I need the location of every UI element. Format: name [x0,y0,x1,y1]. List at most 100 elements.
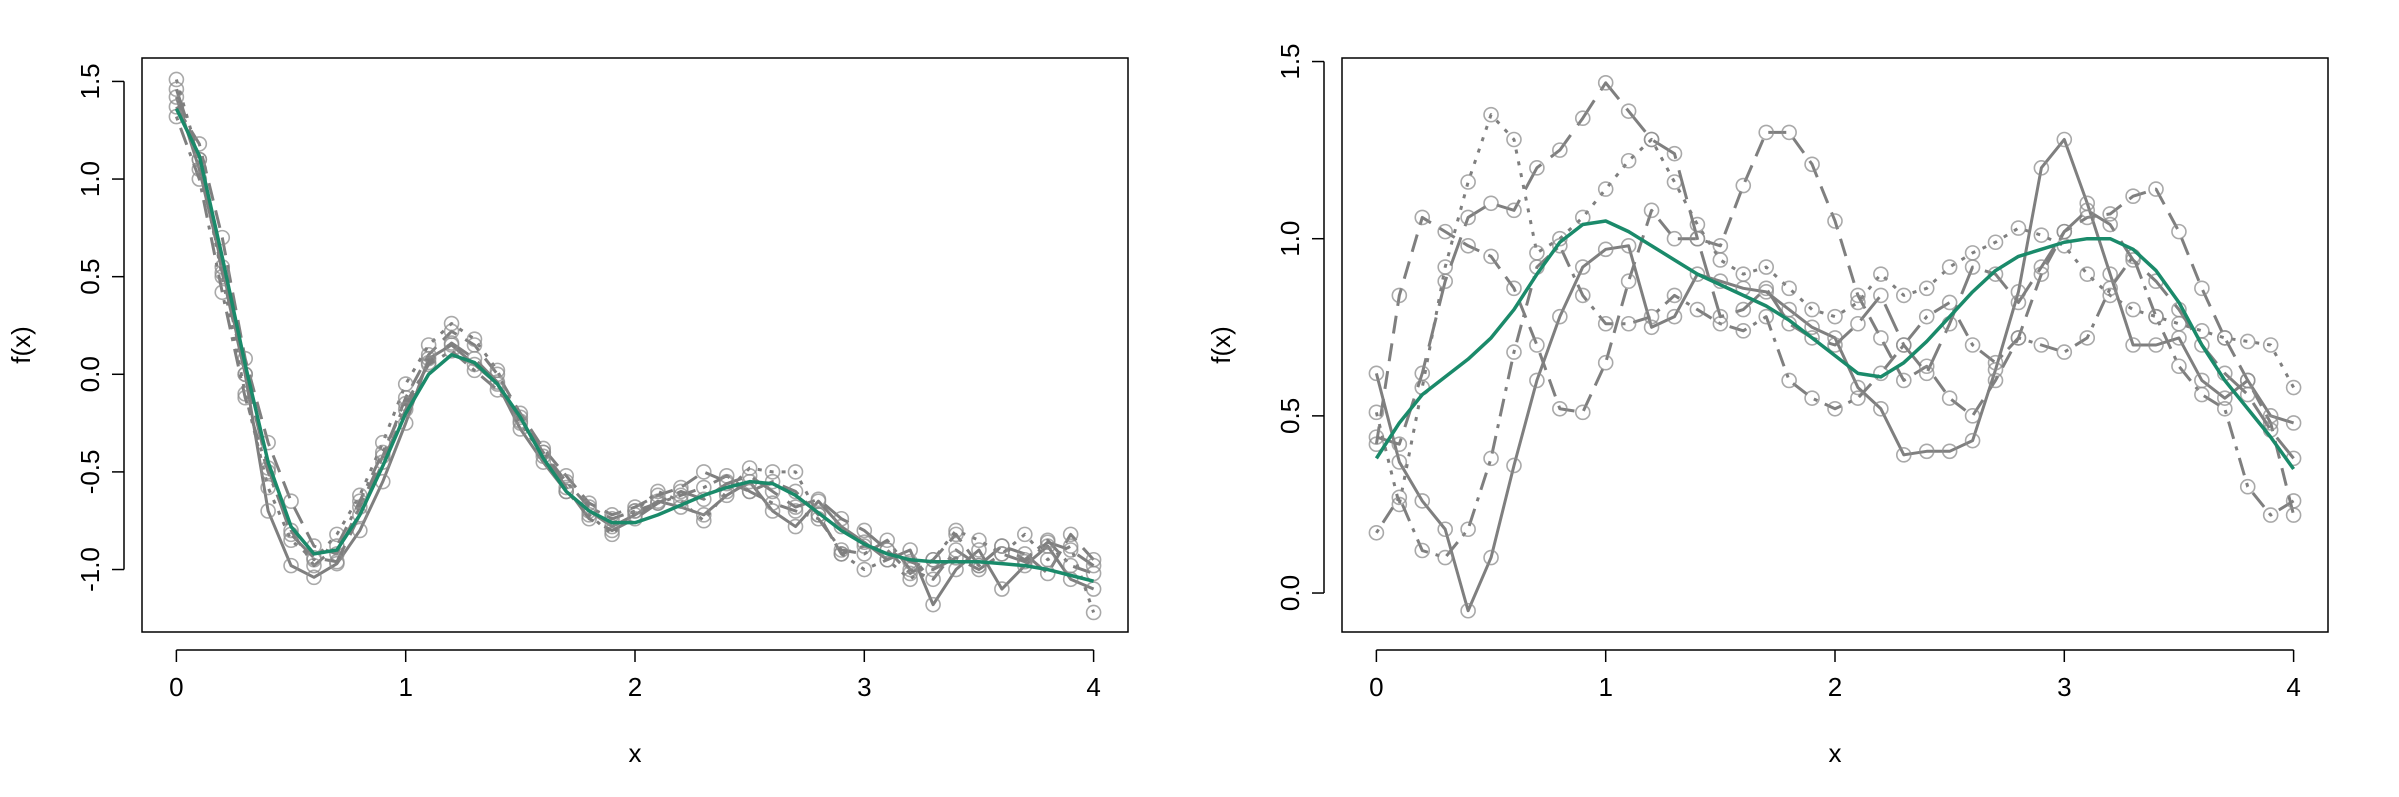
data-point-marker [787,503,804,519]
data-point-marker [512,409,529,426]
data-point-marker [1735,301,1752,318]
data-point-marker [902,571,918,588]
data-point-marker [1414,493,1431,509]
data-point-marker [1017,553,1033,570]
sample-series-line-5 [1375,81,2295,460]
data-point-marker [627,499,643,515]
x-tick-label: 3 [2057,672,2071,702]
data-point-marker [971,542,987,558]
data-point-marker [1085,604,1102,621]
data-point-marker [512,413,529,429]
data-point-marker [1689,230,1706,247]
data-point-marker [1689,301,1706,318]
y-axis: -1.0 -0.5 0.0 0.5 1.0 1.5 [75,63,125,592]
data-point-marker [1827,337,1843,353]
y-tick-label: -1.0 [75,547,105,592]
data-point-marker [1483,549,1499,566]
data-point-marker [787,499,804,515]
data-point-marker [2102,287,2118,304]
data-point-marker [2171,358,2187,375]
data-point-marker [1437,223,1453,240]
data-point-marker [1414,542,1431,559]
y-tick-label: 1.0 [75,161,105,197]
data-point-marker [2217,390,2233,406]
data-point-marker [1895,447,1912,463]
data-point-marker [2102,280,2118,297]
data-point-marker [810,507,827,523]
data-point-marker [741,483,758,500]
data-point-marker [948,550,964,566]
y-tick-label: 1.5 [75,63,105,99]
data-point-marker [1597,181,1614,197]
data-point-marker [2285,493,2302,509]
data-point-marker [1850,315,1866,332]
data-point-marker [856,546,873,562]
y-tick-label: 0.5 [1275,398,1305,434]
data-point-marker [489,362,506,379]
data-point-marker [764,503,781,519]
sample-series-line-3 [174,79,1096,613]
data-point-marker [2033,259,2050,275]
data-point-marker [1987,234,2004,251]
data-point-marker [2148,308,2164,325]
data-point-marker [1597,354,1614,371]
y-axis-label: f(x) [6,326,36,364]
data-point-marker [2079,330,2096,346]
data-point-marker [1529,372,1545,389]
data-point-marker [1941,390,1958,406]
mean-curve-line [1374,219,2296,471]
data-point-marker [994,546,1010,562]
data-point-marker [2079,202,2096,219]
data-point-marker [1552,308,1568,325]
data-point-marker [994,581,1010,597]
data-point-marker [1529,337,1545,353]
data-point-marker [1987,354,2004,371]
y-tick-label: 0.5 [75,259,105,295]
data-point-marker [1895,337,1912,353]
data-point-marker [1460,237,1476,254]
data-point-marker [283,493,299,509]
data-point-marker [214,264,231,281]
mean-layer [174,107,1095,583]
sample-series-line-4 [1375,244,2295,560]
data-point-marker [1781,372,1797,389]
data-point-marker [1873,287,1889,304]
data-point-marker [1666,145,1683,162]
data-point-marker [1964,408,1981,424]
data-point-marker [856,561,873,578]
data-point-marker [283,557,299,574]
data-point-marker [1758,259,1775,275]
x-tick-label: 2 [1828,672,1842,702]
data-point-marker [1391,454,1408,470]
x-axis-label: x [629,738,642,768]
data-point-marker [1758,280,1775,297]
data-point-marker [1620,315,1637,332]
data-point-marker [1414,209,1431,226]
data-point-marker [1574,287,1591,304]
data-point-marker [604,526,620,543]
y-tick-label: 0.0 [1275,575,1305,611]
chart-panel-left: 0 1 2 3 4 -1.0 -0.5 0.0 0.5 1.0 1.5 x f(x) [6,57,1129,768]
data-point-marker [2239,478,2256,495]
data-point-marker [1062,526,1079,543]
data-point-marker [1666,308,1683,325]
x-tick-label: 3 [857,672,871,702]
data-point-marker [260,479,276,496]
data-point-marker [1827,308,1843,325]
data-point-marker [306,557,322,574]
data-point-marker [673,483,689,500]
data-point-marker [902,542,918,558]
data-point-marker [2262,415,2279,431]
y-axis: 0.0 0.5 1.0 1.5 [1275,43,1325,611]
data-point-marker [2056,131,2073,148]
x-tick-label: 2 [628,672,642,702]
data-point-marker [2010,220,2027,236]
x-tick-label: 4 [1086,672,1100,702]
data-point-marker [787,518,804,535]
data-point-marker [925,596,941,613]
data-point-marker [1506,280,1522,297]
data-point-marker [695,512,712,529]
data-point-marker [535,448,552,465]
data-point-marker [1918,308,1935,325]
